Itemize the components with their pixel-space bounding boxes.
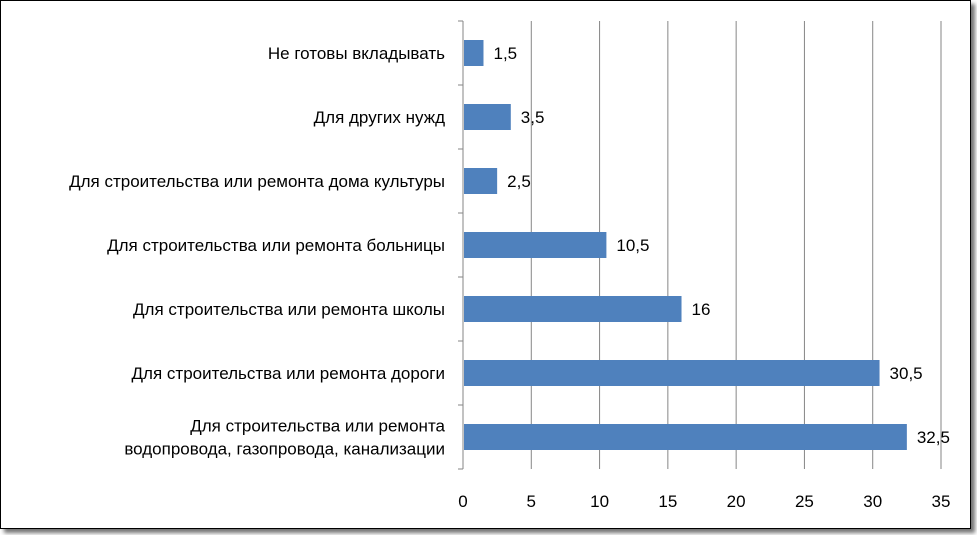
axes bbox=[458, 20, 464, 470]
category-label: Для строительства или ремонта больницы bbox=[107, 236, 445, 255]
bar-chart: Не готовы вкладывать Для других нужд Для с… bbox=[69, 20, 950, 511]
x-tick-labels: 0 5 10 15 20 25 30 35 bbox=[458, 492, 950, 511]
x-tick-label: 15 bbox=[658, 492, 677, 511]
x-tick-label: 10 bbox=[590, 492, 609, 511]
value-labels: 1,5 3,5 2,5 10,5 16 30,5 32,5 bbox=[493, 44, 949, 447]
bar bbox=[464, 104, 511, 130]
bar bbox=[464, 168, 498, 194]
data-label: 1,5 bbox=[493, 44, 517, 63]
category-label-line: Для других нужд bbox=[314, 108, 445, 127]
category-label: Для строительства или ремонта дома культ… bbox=[69, 172, 445, 191]
x-tick-label: 25 bbox=[795, 492, 814, 511]
category-label-line: водопровода, газопровода, канализации bbox=[124, 440, 445, 459]
data-label: 32,5 bbox=[917, 428, 950, 447]
bar bbox=[464, 296, 682, 322]
category-label: Для строительства или ремонта школы bbox=[133, 300, 445, 319]
data-label: 2,5 bbox=[507, 172, 531, 191]
bar bbox=[464, 232, 607, 258]
category-label-line: Для строительства или ремонта дороги bbox=[132, 364, 445, 383]
x-tick-label: 0 bbox=[458, 492, 467, 511]
bar bbox=[464, 40, 484, 66]
category-label-line: Для строительства или ремонта дома культ… bbox=[69, 172, 445, 191]
category-label: Для других нужд bbox=[314, 108, 445, 127]
data-label: 16 bbox=[692, 300, 711, 319]
category-label: Не готовы вкладывать bbox=[268, 44, 445, 63]
x-tick-label: 35 bbox=[932, 492, 951, 511]
category-label-line: Для строительства или ремонта больницы bbox=[107, 236, 445, 255]
gridlines bbox=[530, 21, 942, 469]
bar bbox=[464, 360, 880, 386]
category-label-line: Не готовы вкладывать bbox=[268, 44, 445, 63]
category-labels: Не готовы вкладывать Для других нужд Для с… bbox=[69, 44, 445, 459]
data-label: 10,5 bbox=[616, 236, 649, 255]
bar bbox=[464, 424, 907, 450]
category-label-line: Для строительства или ремонта школы bbox=[133, 300, 445, 319]
category-label-line: Для строительства или ремонта bbox=[190, 417, 445, 436]
bar-series bbox=[464, 40, 907, 450]
data-label: 30,5 bbox=[890, 364, 923, 383]
category-label: Для строительства или ремонта дороги bbox=[132, 364, 445, 383]
data-label: 3,5 bbox=[521, 108, 545, 127]
category-label: Для строительства или ремонта водопровода… bbox=[124, 417, 445, 459]
x-tick-label: 20 bbox=[727, 492, 746, 511]
x-tick-label: 30 bbox=[863, 492, 882, 511]
x-tick-label: 5 bbox=[527, 492, 536, 511]
